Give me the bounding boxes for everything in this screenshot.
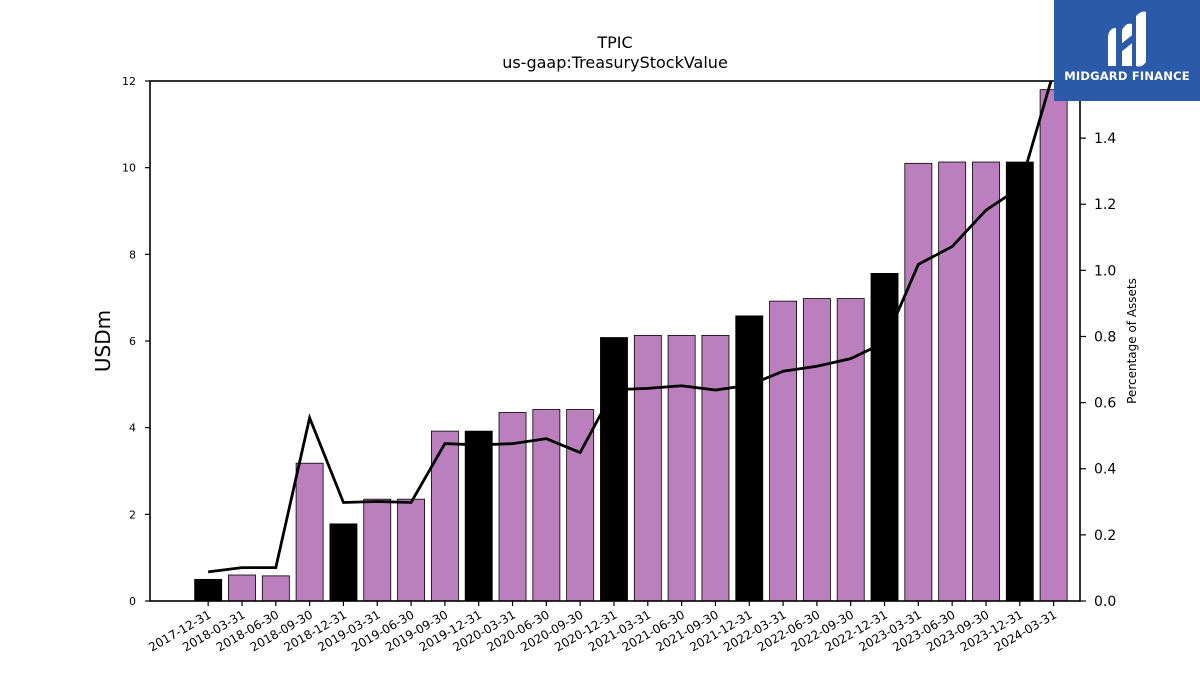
bar-2023-12-31 [1005,161,1034,602]
percentage-line [207,81,1053,574]
bar-2018-12-31 [329,523,358,602]
bar-2018-06-30 [261,575,290,602]
y2-tick-label: 1.0 [1094,263,1116,279]
bar-2022-09-30 [836,298,865,602]
bar-2020-03-31 [498,412,527,602]
chart-title: TPIC [596,33,632,52]
bar-2019-09-30 [430,430,459,602]
y2-tick-label: 0.4 [1094,462,1116,478]
y-tick-label: 12 [122,75,136,88]
bar-2019-06-30 [397,498,426,602]
bar-2020-09-30 [566,409,595,602]
bar-2021-06-30 [667,334,696,602]
bar-2018-09-30 [295,462,324,602]
bars [194,89,1068,602]
logo-mark-icon [1108,11,1146,67]
y-tick-label: 0 [129,595,136,608]
y2-tick-label: 0.6 [1094,396,1116,412]
chart-subtitle: us-gaap:TreasuryStockValue [502,53,728,72]
y2-tick-label: 0.0 [1094,594,1116,610]
y2-tick-label: 1.2 [1094,197,1116,213]
percentage-of-assets-line [207,81,1053,574]
bar-2023-03-31 [904,162,933,602]
y2-axis-label: Percentage of Assets [1125,278,1139,404]
bar-2021-12-31 [735,315,764,602]
brand-logo: MIDGARD FINANCE [1054,0,1200,101]
y-tick-label: 6 [129,335,136,348]
bar-2022-03-31 [769,300,798,602]
bar-2019-03-31 [363,498,392,602]
bar-2022-06-30 [802,298,831,602]
y-tick-label: 4 [129,422,136,435]
y-axis-label: USDm [91,310,115,372]
y-tick-label: 2 [129,508,136,521]
bar-2023-06-30 [938,161,967,602]
bar-2017-12-31 [194,578,223,602]
y-tick-label: 8 [129,248,136,261]
y-tick-label: 10 [122,162,136,175]
bar-2021-09-30 [701,334,730,602]
y2-tick-label: 0.8 [1094,329,1116,345]
y2-tick-label: 1.4 [1094,131,1116,147]
y2-tick-label: 0.2 [1094,528,1116,544]
bar-2023-09-30 [972,161,1000,602]
bar-2022-12-31 [870,272,899,602]
logo-text: MIDGARD FINANCE [1064,69,1190,83]
bar-2024-03-31 [1039,89,1068,602]
bar-2018-03-31 [228,574,256,602]
bar-2019-12-31 [464,430,493,602]
bar-2020-12-31 [600,337,628,602]
bar-2021-03-31 [633,334,662,602]
